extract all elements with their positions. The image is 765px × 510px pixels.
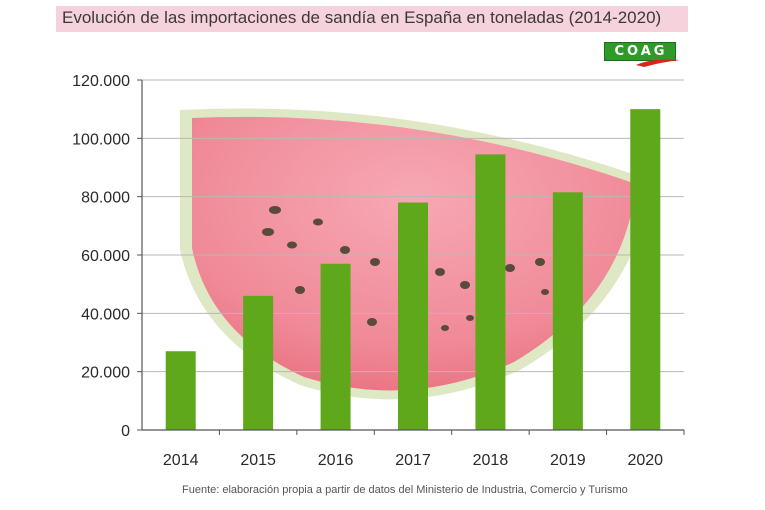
x-tick-labels: 2014 2015 2016 2017 2018 2019 2020	[163, 452, 663, 469]
coag-logo: COAG	[604, 42, 680, 68]
x-tick-label: 2017	[395, 452, 431, 469]
source-note: Fuente: elaboración propia a partir de d…	[182, 484, 628, 496]
x-tick-label: 2014	[163, 452, 199, 469]
x-tick-label: 2020	[627, 452, 663, 469]
bar-2016	[320, 263, 351, 430]
x-tick-label: 2018	[473, 452, 509, 469]
y-tick-label: 40.000	[81, 306, 130, 323]
logo-swoosh-icon	[636, 59, 680, 67]
watermelon-seeds	[262, 206, 549, 331]
bar-2017	[398, 202, 428, 430]
bar-2014	[165, 351, 196, 430]
title-band	[56, 6, 688, 32]
y-tick-labels: 0 20.000 40.000 60.000 80.000 100.000 120.000	[72, 73, 130, 440]
bar-2015	[243, 295, 274, 430]
logo-text: COAG	[614, 44, 668, 59]
axes	[137, 79, 685, 435]
y-tick-label: 80.000	[81, 190, 130, 207]
bar-2019	[552, 192, 583, 430]
x-tick-label: 2015	[240, 452, 276, 469]
x-tick-label: 2016	[318, 452, 354, 469]
bar-2018	[475, 154, 506, 430]
y-tick-label: 100.000	[72, 131, 130, 148]
bar-2020	[630, 109, 661, 431]
bars	[165, 109, 661, 431]
x-tick-label: 2019	[550, 452, 586, 469]
chart-title: Evolución de las importaciones de sandía…	[62, 8, 662, 27]
logo-box: COAG	[604, 42, 676, 61]
y-tick-label: 60.000	[81, 248, 130, 265]
y-tick-label: 120.000	[72, 73, 130, 90]
y-tick-label: 0	[121, 423, 130, 440]
y-tick-label: 20.000	[81, 365, 130, 382]
